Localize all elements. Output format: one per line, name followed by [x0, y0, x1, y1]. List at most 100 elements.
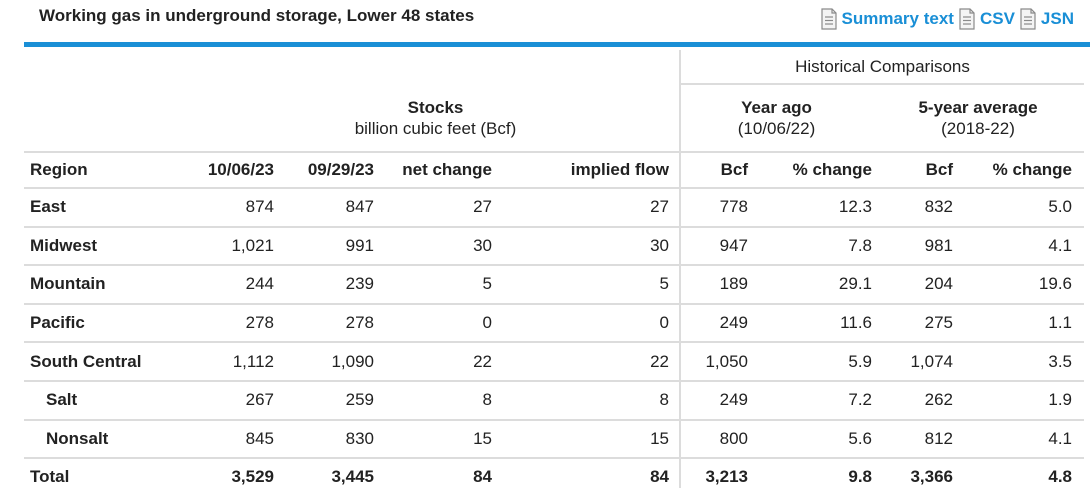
col-year-ago-pct: % change	[748, 151, 872, 189]
table-row: Mountain 244 239 5 5 189 29.1 204 19.6	[24, 265, 1084, 305]
download-links: Summary text CSV JSN	[820, 8, 1074, 30]
cell-five-year-bcf: 981	[872, 226, 953, 267]
col-prior-week: 09/29/23	[274, 151, 374, 189]
cell-five-year-bcf: 3,366	[910, 467, 953, 487]
cell-five-year-bcf: 275	[872, 303, 953, 344]
stocks-subtitle: billion cubic feet (Bcf)	[354, 118, 517, 138]
cell-implied-flow: 27	[492, 188, 680, 228]
json-label: JSN	[1040, 9, 1074, 28]
cell-year-ago-pct: 5.6	[748, 419, 872, 460]
cell-net-change: 30	[374, 226, 492, 267]
five-year-title: 5-year average	[918, 98, 1038, 117]
summary-text-label: Summary text	[841, 9, 954, 28]
cell-year-ago-bcf: 249	[679, 380, 748, 421]
csv-link[interactable]: CSV	[958, 8, 1015, 30]
cell-implied-flow: 8	[492, 380, 680, 421]
row-region: East	[24, 188, 192, 228]
cell-current-week: 3,529	[231, 467, 274, 487]
table-row: Salt 267 259 8 8 249 7.2 262 1.9	[24, 380, 1084, 421]
cell-five-year-bcf: 1,074	[872, 342, 953, 382]
cell-five-year-bcf: 204	[872, 265, 953, 305]
row-region: Total	[30, 467, 70, 487]
row-region: Pacific	[24, 303, 192, 344]
cell-five-year-pct: 1.9	[953, 380, 1084, 421]
cell-year-ago-bcf: 189	[679, 265, 748, 305]
table-row: Total 3,529 3,445 84 84 3,213 9.8 3,366 4.8	[24, 458, 1084, 488]
cell-five-year-pct: 4.8	[1048, 467, 1072, 487]
cell-net-change: 15	[374, 419, 492, 460]
cell-implied-flow: 15	[492, 419, 680, 460]
cell-prior-week: 239	[274, 265, 374, 305]
storage-table: Historical Comparisons Stocks billion cu…	[24, 50, 1084, 488]
cell-current-week: 1,021	[192, 226, 274, 267]
cell-implied-flow: 5	[492, 265, 680, 305]
cell-five-year-bcf: 262	[872, 380, 953, 421]
cell-year-ago-pct: 12.3	[748, 188, 872, 228]
group-header-row: Stocks billion cubic feet (Bcf) Year ago…	[24, 84, 1084, 152]
cell-year-ago-pct: 11.6	[748, 303, 872, 344]
cell-implied-flow: 22	[492, 342, 680, 382]
cell-net-change: 8	[374, 380, 492, 421]
cell-net-change: 5	[374, 265, 492, 305]
cell-year-ago-bcf: 800	[679, 419, 748, 460]
cell-five-year-pct: 4.1	[953, 419, 1084, 460]
stocks-header: Stocks billion cubic feet (Bcf)	[192, 84, 680, 152]
cell-current-week: 267	[192, 380, 274, 421]
cell-net-change: 22	[374, 342, 492, 382]
cell-year-ago-bcf: 3,213	[679, 458, 748, 488]
col-region: Region	[24, 151, 192, 189]
table-row: Nonsalt 845 830 15 15 800 5.6 812 4.1	[24, 419, 1084, 460]
json-link[interactable]: JSN	[1019, 8, 1074, 30]
five-year-subtitle: (2018-22)	[941, 119, 1015, 138]
cell-five-year-pct: 4.1	[953, 226, 1084, 267]
year-ago-header: Year ago (10/06/22)	[679, 84, 872, 152]
cell-current-week: 244	[192, 265, 274, 305]
cell-current-week: 1,112	[192, 342, 274, 382]
cell-year-ago-bcf: 1,050	[679, 342, 748, 382]
cell-net-change: 0	[374, 303, 492, 344]
cell-current-week: 845	[192, 419, 274, 460]
cell-five-year-pct: 1.1	[953, 303, 1084, 344]
cell-prior-week: 1,090	[274, 342, 374, 382]
cell-year-ago-bcf: 249	[679, 303, 748, 344]
col-current-week: 10/06/23	[192, 151, 274, 189]
table-row: South Central 1,112 1,090 22 22 1,050 5.9 1,074…	[24, 342, 1084, 382]
table-row: East 874 847 27 27 778 12.3 832 5.0	[24, 188, 1084, 228]
year-ago-title: Year ago	[741, 98, 812, 117]
summary-text-link[interactable]: Summary text	[820, 8, 954, 30]
cell-year-ago-pct: 7.2	[748, 380, 872, 421]
year-ago-subtitle: (10/06/22)	[737, 119, 816, 138]
header-rule	[24, 42, 1090, 47]
row-region: Midwest	[24, 226, 192, 267]
stocks-title: Stocks	[407, 97, 464, 117]
page-title: Working gas in underground storage, Lowe…	[39, 6, 475, 25]
cell-five-year-bcf: 832	[872, 188, 953, 228]
cell-five-year-pct: 19.6	[953, 265, 1084, 305]
row-region: Salt	[24, 380, 192, 421]
cell-prior-week: 278	[274, 303, 374, 344]
cell-prior-week: 991	[274, 226, 374, 267]
historical-comparisons-header: Historical Comparisons	[679, 50, 1084, 85]
cell-net-change: 84	[473, 467, 492, 487]
cell-implied-flow: 84	[650, 467, 669, 487]
cell-implied-flow: 30	[492, 226, 680, 267]
column-header-row: Region 10/06/23 09/29/23 net change impl…	[24, 151, 1084, 189]
cell-year-ago-pct: 5.9	[748, 342, 872, 382]
cell-year-ago-pct: 29.1	[748, 265, 872, 305]
cell-prior-week: 847	[274, 188, 374, 228]
row-region: Nonsalt	[24, 419, 192, 460]
historical-header-row: Historical Comparisons	[24, 50, 1084, 85]
cell-current-week: 278	[192, 303, 274, 344]
cell-net-change: 27	[374, 188, 492, 228]
cell-year-ago-pct: 9.8	[848, 467, 872, 487]
col-net-change: net change	[374, 151, 492, 189]
cell-year-ago-bcf: 778	[679, 188, 748, 228]
cell-five-year-pct: 3.5	[953, 342, 1084, 382]
table-row: Midwest 1,021 991 30 30 947 7.8 981 4.1	[24, 226, 1084, 267]
cell-implied-flow: 0	[492, 303, 680, 344]
document-icon	[959, 8, 975, 30]
cell-prior-week: 3,445	[331, 467, 374, 487]
col-implied-flow: implied flow	[492, 151, 680, 189]
document-icon	[820, 8, 837, 30]
